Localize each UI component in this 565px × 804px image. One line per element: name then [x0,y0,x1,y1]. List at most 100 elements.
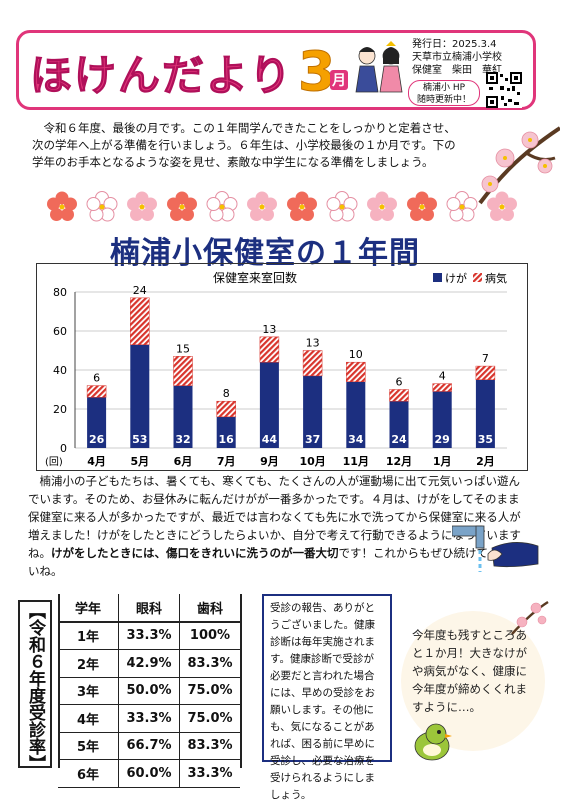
rates-cell: 60.0% [118,759,180,788]
visit-chart-svg: 保健室来室回数 けが 病気 0 20 40 60 80 26 6 4月 53 24 5月 32 15 6月 16 8… [45,270,507,468]
bar-illness [173,356,193,386]
rates-cell: 2年 [58,649,119,678]
month-number: 3 [298,40,337,104]
bar-injury-label: 16 [219,433,235,446]
hand-washing-icon [452,525,539,572]
x-tick-label: 11月 [343,455,369,468]
hp-notice-line2: 随時更新中！ [416,95,471,105]
rates-cell: 4年 [58,704,119,733]
bar-illness-label: 15 [176,342,190,355]
chart-title: 保健室来室回数 [213,270,297,285]
rates-cell: 6年 [58,759,119,788]
rates-cell: 33.3% [179,759,240,788]
bar-injury-label: 29 [435,433,450,446]
issue-date: 発行日：2025.3.4 [412,39,497,50]
legend-swatch-injury [433,273,442,282]
rates-cell: 66.7% [118,732,180,760]
rates-cell: 1年 [58,621,119,650]
header-meta: 発行日：2025.3.4 天草市立楠浦小学校 保健室 柴田 華紅 [412,38,530,77]
bar-injury [130,344,150,448]
bar-illness-label: 13 [306,337,320,350]
header-frame [16,30,536,110]
bar-illness [216,400,236,418]
checkup-notice: 受診の報告、ありがとうございました。健康診断は毎年実施されます。健康診断で受診が… [262,594,392,801]
body-text-main: 楠浦小の子どもたちは、暑くても、寒くても、たくさんの人が運動場に出て元気いっぱい… [28,474,521,560]
newsletter-title: ほけんだより [29,51,294,101]
table-row: 5年 66.7% 83.3% [58,732,240,760]
bar-illness-label: 6 [93,372,100,385]
bar-illness [389,389,409,402]
bar-illness [432,383,452,392]
bar-injury-label: 24 [391,433,407,446]
bar-illness [259,336,280,363]
bar-illness-label: 4 [439,370,446,383]
bar-injury [173,385,193,448]
office-name: 保健室 柴田 華紅 [412,65,502,76]
legend-swatch-illness [473,273,482,282]
bar-injury [87,397,107,448]
rates-cell: 3年 [58,677,119,705]
bar-injury-label: 35 [478,433,493,446]
bar-illness [130,297,150,345]
bar-injury-label: 32 [175,433,190,446]
bar-injury [216,416,236,448]
bar-illness [302,350,323,377]
y-tick-label: 20 [53,403,67,416]
rates-cell: 5年 [58,732,119,760]
rates-cell: 75.0% [179,677,240,705]
y-tick-label: 0 [60,442,67,455]
x-tick-label: 2月 [476,455,495,468]
intro-paragraph: 令和６年度、最後の月です。この１年間学んできたことをしっかりと定着させ、次の学年… [32,121,456,169]
bar-injury [346,381,366,448]
section-title: 楠浦小保健室の１年間 [110,236,420,271]
hp-notice-bubble: 楠浦小 HP 随時更新中！ [408,80,480,106]
bush-warbler-icon [414,723,452,761]
bar-illness-label: 10 [349,348,363,361]
rates-cell: 83.3% [179,649,240,678]
rates-header-row: 学年 眼科 歯科 [58,594,240,623]
month-kanji: 月 [330,70,348,90]
bar-injury-label: 34 [348,433,364,446]
legend-label-injury: けが [445,271,467,285]
y-tick-label: 60 [53,325,67,338]
bar-injury-label: 44 [262,433,278,446]
rates-cell: 33.3% [118,621,180,650]
table-row: 1年 33.3% 100% [58,621,240,650]
x-tick-label: 6月 [174,455,193,468]
plum-flower-divider [47,191,517,222]
rates-vertical-title: 【令和６年度受診率】 [18,600,52,772]
rates-cell: 100% [179,621,240,650]
bar-illness [346,361,366,382]
rates-cell: 50.0% [118,677,180,705]
hina-dolls-icon [355,41,403,93]
x-tick-label: 9月 [260,455,279,468]
plum-sprig-icon [511,600,549,635]
rates-header-dental: 歯科 [179,594,240,623]
hp-notice-line1: 楠浦小 HP [422,83,466,93]
bar-injury [475,379,495,448]
body-paragraph: 楠浦小の子どもたちは、暑くても、寒くても、たくさんの人が運動場に出て元気いっぱい… [28,472,528,580]
qr-code-icon[interactable] [486,72,522,108]
y-axis-unit: (回) [45,456,63,468]
rates-cell: 33.3% [118,704,180,733]
bar-injury-label: 26 [89,433,105,446]
x-tick-label: 5月 [130,455,149,468]
y-tick-label: 80 [53,286,67,299]
bar-injury-label: 37 [305,433,320,446]
body-text-emphasis: けがをしたときには、傷口をきれいに洗うのが一番大切 [51,546,339,560]
x-tick-label: 10月 [299,455,325,468]
table-row: 3年 50.0% 75.0% [58,677,240,705]
visit-chart: 保健室来室回数 けが 病気 0 20 40 60 80 26 6 4月 53 24 5月 32 15 6月 16 8… [36,263,528,471]
table-row: 6年 60.0% 33.3% [58,759,240,788]
bar-illness-label: 6 [396,376,403,389]
y-tick-label: 40 [53,364,67,377]
x-tick-label: 4月 [87,455,106,468]
plum-branch-icon [478,126,560,205]
note-cloud [401,611,545,751]
rates-cell: 42.9% [118,649,180,678]
table-row: 2年 42.9% 83.3% [58,649,240,678]
bar-illness-label: 7 [482,352,489,365]
bar-illness [86,385,107,398]
rates-table: 学年 眼科 歯科 1年 33.3% 100% 2年 42.9% 83.3% 3年 50.0… [58,594,240,788]
rates-header-eye: 眼科 [118,594,180,623]
